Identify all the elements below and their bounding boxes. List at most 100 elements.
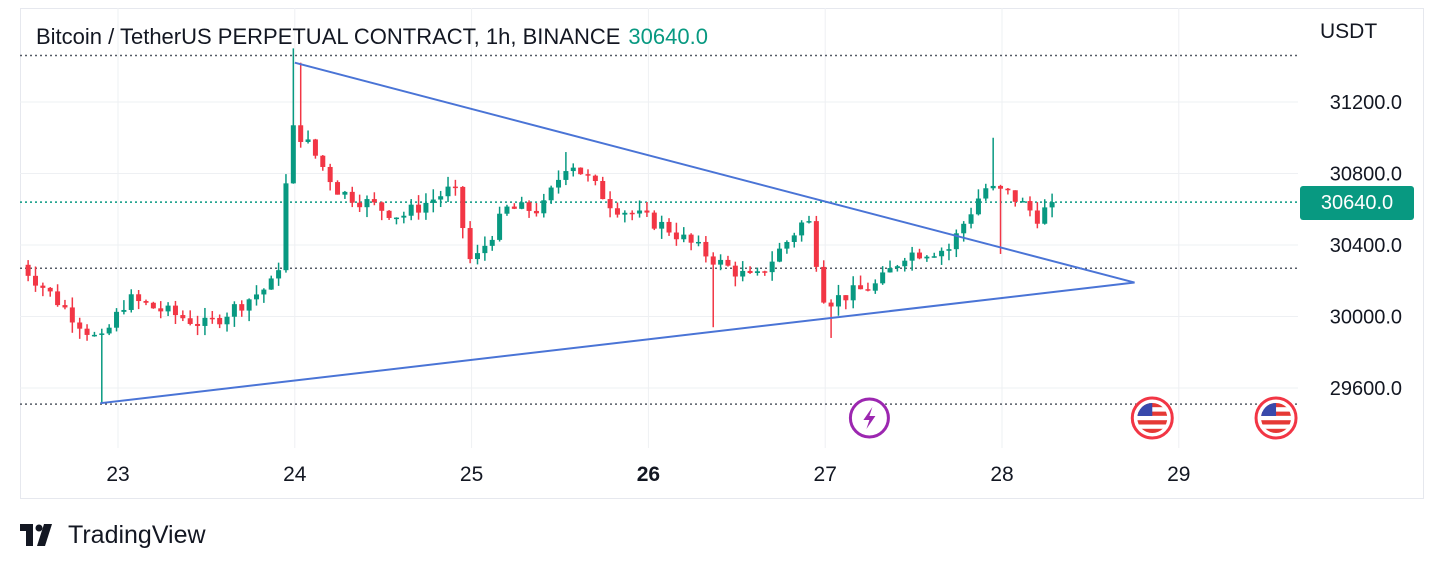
candle-body: [62, 305, 68, 308]
candle-body: [158, 308, 164, 312]
candle-body: [511, 206, 517, 209]
candle-body: [136, 294, 142, 302]
candle-body: [1049, 202, 1055, 208]
candle-body: [519, 202, 525, 209]
candle-body: [393, 217, 399, 220]
candle-body: [504, 206, 510, 214]
candle-body: [784, 241, 790, 249]
candle-body: [747, 270, 753, 273]
candle-body: [408, 204, 414, 216]
candle-body: [998, 185, 1004, 189]
x-tick-label: 29: [1167, 463, 1190, 486]
candle-body: [533, 210, 539, 214]
candle-body: [681, 234, 687, 240]
candle-body: [887, 268, 893, 273]
candle-body: [673, 232, 679, 240]
candle-body: [983, 188, 989, 199]
candle-body: [401, 215, 407, 218]
candle-body: [622, 212, 628, 215]
candle-body: [548, 187, 554, 201]
y-tick-label: 30000.0: [1330, 307, 1402, 329]
candle-body: [607, 199, 613, 209]
y-tick-label: 29600.0: [1330, 378, 1402, 400]
current-price-tag: 30640.0: [1300, 186, 1414, 220]
candle-body: [666, 221, 672, 233]
candle-body: [732, 265, 738, 277]
candle-body: [77, 322, 83, 329]
y-tick-label: 31200.0: [1330, 92, 1402, 114]
tradingview-logo-icon: [20, 524, 52, 546]
candle-body: [32, 275, 38, 286]
candle-body: [40, 285, 46, 288]
lightning-icon[interactable]: [848, 397, 890, 439]
candle-body: [916, 252, 922, 259]
candle-body: [371, 199, 377, 203]
candle-body: [445, 186, 451, 197]
candle-body: [865, 289, 871, 291]
candle-body: [209, 317, 215, 320]
candle-body: [931, 256, 937, 258]
currency-label[interactable]: USDT: [1320, 20, 1378, 43]
candle-body: [754, 271, 760, 273]
candle-body: [541, 200, 547, 214]
candle-body: [305, 139, 311, 142]
candle-body: [268, 278, 274, 290]
candle-body: [489, 239, 495, 246]
candle-body: [246, 299, 252, 311]
candle-body: [99, 333, 105, 335]
us-flag-icon[interactable]: [1254, 396, 1298, 440]
trendline: [294, 61, 1135, 284]
candle-body: [150, 302, 156, 309]
candle-body: [143, 301, 149, 303]
candle-body: [364, 199, 370, 208]
candle-body: [114, 311, 120, 328]
candle-body: [357, 202, 363, 208]
candle-body: [312, 139, 318, 156]
candle-body: [121, 309, 127, 312]
tradingview-branding[interactable]: TradingView: [20, 520, 206, 550]
candle-body: [106, 327, 112, 334]
brand-name: TradingView: [68, 520, 206, 549]
candle-body: [460, 186, 466, 229]
candle-body: [688, 234, 694, 243]
us-flag-icon[interactable]: [1130, 396, 1174, 440]
candle-body: [578, 167, 584, 175]
candle-body: [1005, 188, 1011, 191]
candle-body: [777, 248, 783, 262]
candle-body: [813, 221, 819, 267]
candle-body: [725, 259, 731, 266]
y-tick-label: 30800.0: [1330, 164, 1402, 186]
y-tick-label: 30400.0: [1330, 235, 1402, 257]
symbol-title: Bitcoin / TetherUS PERPETUAL CONTRACT, 1…: [36, 24, 621, 49]
candle-body: [290, 125, 296, 184]
triangle-trendlines: [100, 61, 1135, 405]
candle-body: [592, 175, 598, 182]
candle-body: [703, 241, 709, 257]
candle-body: [740, 270, 746, 277]
candle-body: [858, 285, 864, 290]
candle-body: [91, 334, 97, 337]
trendline: [100, 281, 1135, 405]
candle-body: [990, 185, 996, 189]
candle-body: [423, 202, 429, 213]
last-price: 30640.0: [628, 24, 708, 49]
candle-body: [55, 291, 61, 306]
candle-body: [835, 295, 841, 307]
candle-body: [953, 233, 959, 250]
candle-body: [659, 221, 665, 229]
candle-body: [894, 266, 900, 269]
candle-body: [806, 221, 812, 223]
candle-body: [320, 155, 326, 167]
candle-body: [283, 183, 289, 271]
candle-body: [165, 305, 171, 312]
economic-events: [848, 396, 1298, 440]
chart-frame: [20, 8, 1424, 499]
candle-body: [563, 171, 569, 180]
candle-body: [556, 179, 562, 188]
x-tick-label: 24: [283, 463, 307, 486]
candle-body: [629, 212, 635, 215]
candle-body: [253, 294, 259, 300]
candle-body: [47, 287, 53, 292]
price-level-lines: [20, 54, 1298, 405]
